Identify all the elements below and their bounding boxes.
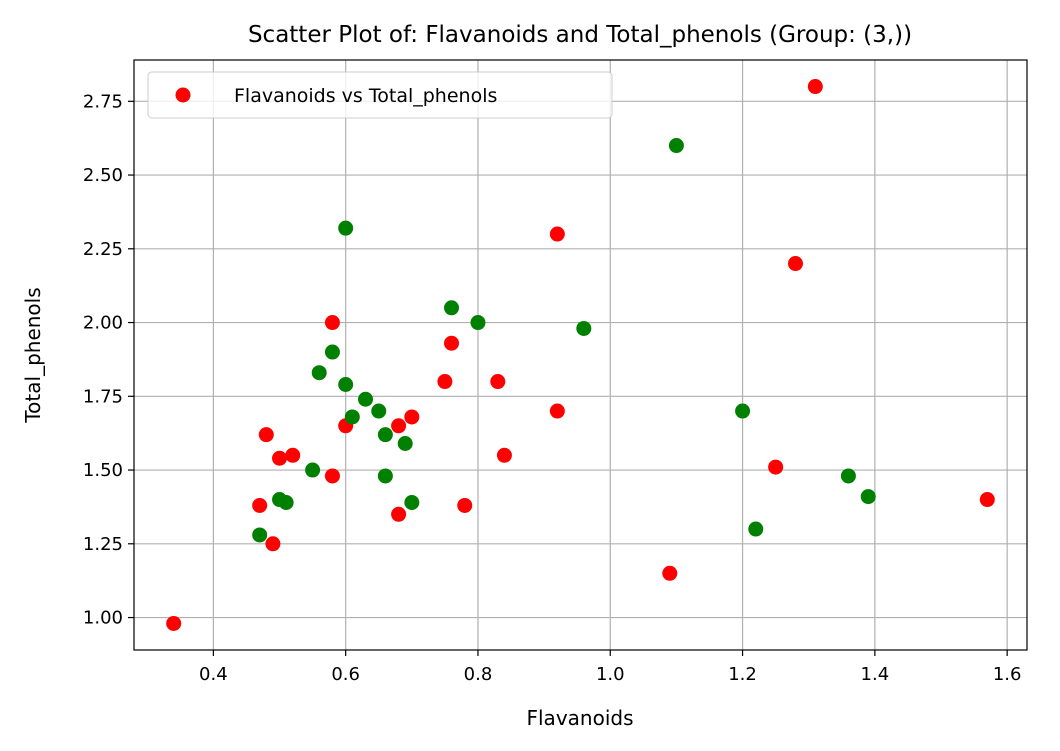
scatter-point [305,462,321,478]
scatter-point [371,403,387,419]
scatter-point [265,536,281,552]
scatter-point [285,447,301,463]
x-tick-label: 0.6 [331,664,360,685]
legend-box [147,71,613,119]
scatter-point [576,320,592,336]
y-tick-label: 2.00 [83,313,123,334]
scatter-point [377,468,393,484]
scatter-point [860,489,876,505]
scatter-point [662,565,678,581]
scatter-point [457,497,473,513]
scatter-point [748,521,764,537]
scatter-point [490,374,506,390]
scatter-point [437,374,453,390]
y-tick-label: 2.50 [83,165,123,186]
x-tick-label: 1.0 [596,664,625,685]
scatter-point [404,409,420,425]
scatter-point [391,418,407,434]
axes-frame [133,59,1028,651]
scatter-point [397,436,413,451]
legend: Flavanoids vs Total_phenols [147,71,613,119]
y-tick-label: 1.50 [83,460,123,481]
x-axis-label: Flavanoids [527,706,634,730]
scatter-point [768,459,784,475]
legend-marker [175,87,191,103]
scatter-point [807,79,823,95]
scatter-point [358,391,374,407]
y-tick-label: 2.75 [83,91,123,112]
scatter-point [311,365,327,381]
x-tick-label: 1.6 [993,664,1022,685]
scatter-point [549,226,565,242]
x-tick-label: 0.8 [464,664,493,685]
x-tick-label: 1.2 [728,664,757,685]
y-tick-label: 1.25 [83,534,123,555]
scatter-point [444,335,460,351]
scatter-point [735,403,751,419]
scatter-point [338,377,354,392]
scatter-point [377,427,393,443]
axis-ticks: 0.4 0.6 0.8 1.0 1.2 1.4 1.6 1.00 1.25 1.50 1.75 2.0… [83,91,1022,685]
scatter-point [278,495,294,510]
x-tick-label: 0.4 [199,664,228,685]
y-axis-label: Total_phenols [21,287,45,423]
data-points [166,79,995,631]
scatter-point [324,344,340,360]
chart-title: Scatter Plot of: Flavanoids and Total_ph… [248,22,912,48]
scatter-point [338,220,354,236]
scatter-point [391,506,407,522]
x-tick-label: 1.4 [861,664,890,685]
scatter-point [324,315,340,331]
scatter-point [549,403,565,419]
y-tick-label: 1.75 [83,386,123,407]
scatter-point [979,492,995,508]
scatter-point [787,256,803,272]
scatter-point [840,468,856,484]
legend-label: Flavanoids vs Total_phenols [234,85,497,107]
scatter-point [444,300,460,316]
scatter-point [496,447,512,463]
y-tick-label: 2.25 [83,239,123,260]
scatter-point [258,427,274,443]
scatter-point [668,138,684,154]
y-tick-label: 1.00 [83,608,123,629]
scatter-point [404,495,420,510]
scatter-point [166,615,182,631]
scatter-point [252,497,268,513]
scatter-point [252,527,268,543]
scatter-point [324,468,340,484]
scatter-point [470,315,486,331]
scatter-point [272,450,288,466]
scatter-point [344,409,360,425]
